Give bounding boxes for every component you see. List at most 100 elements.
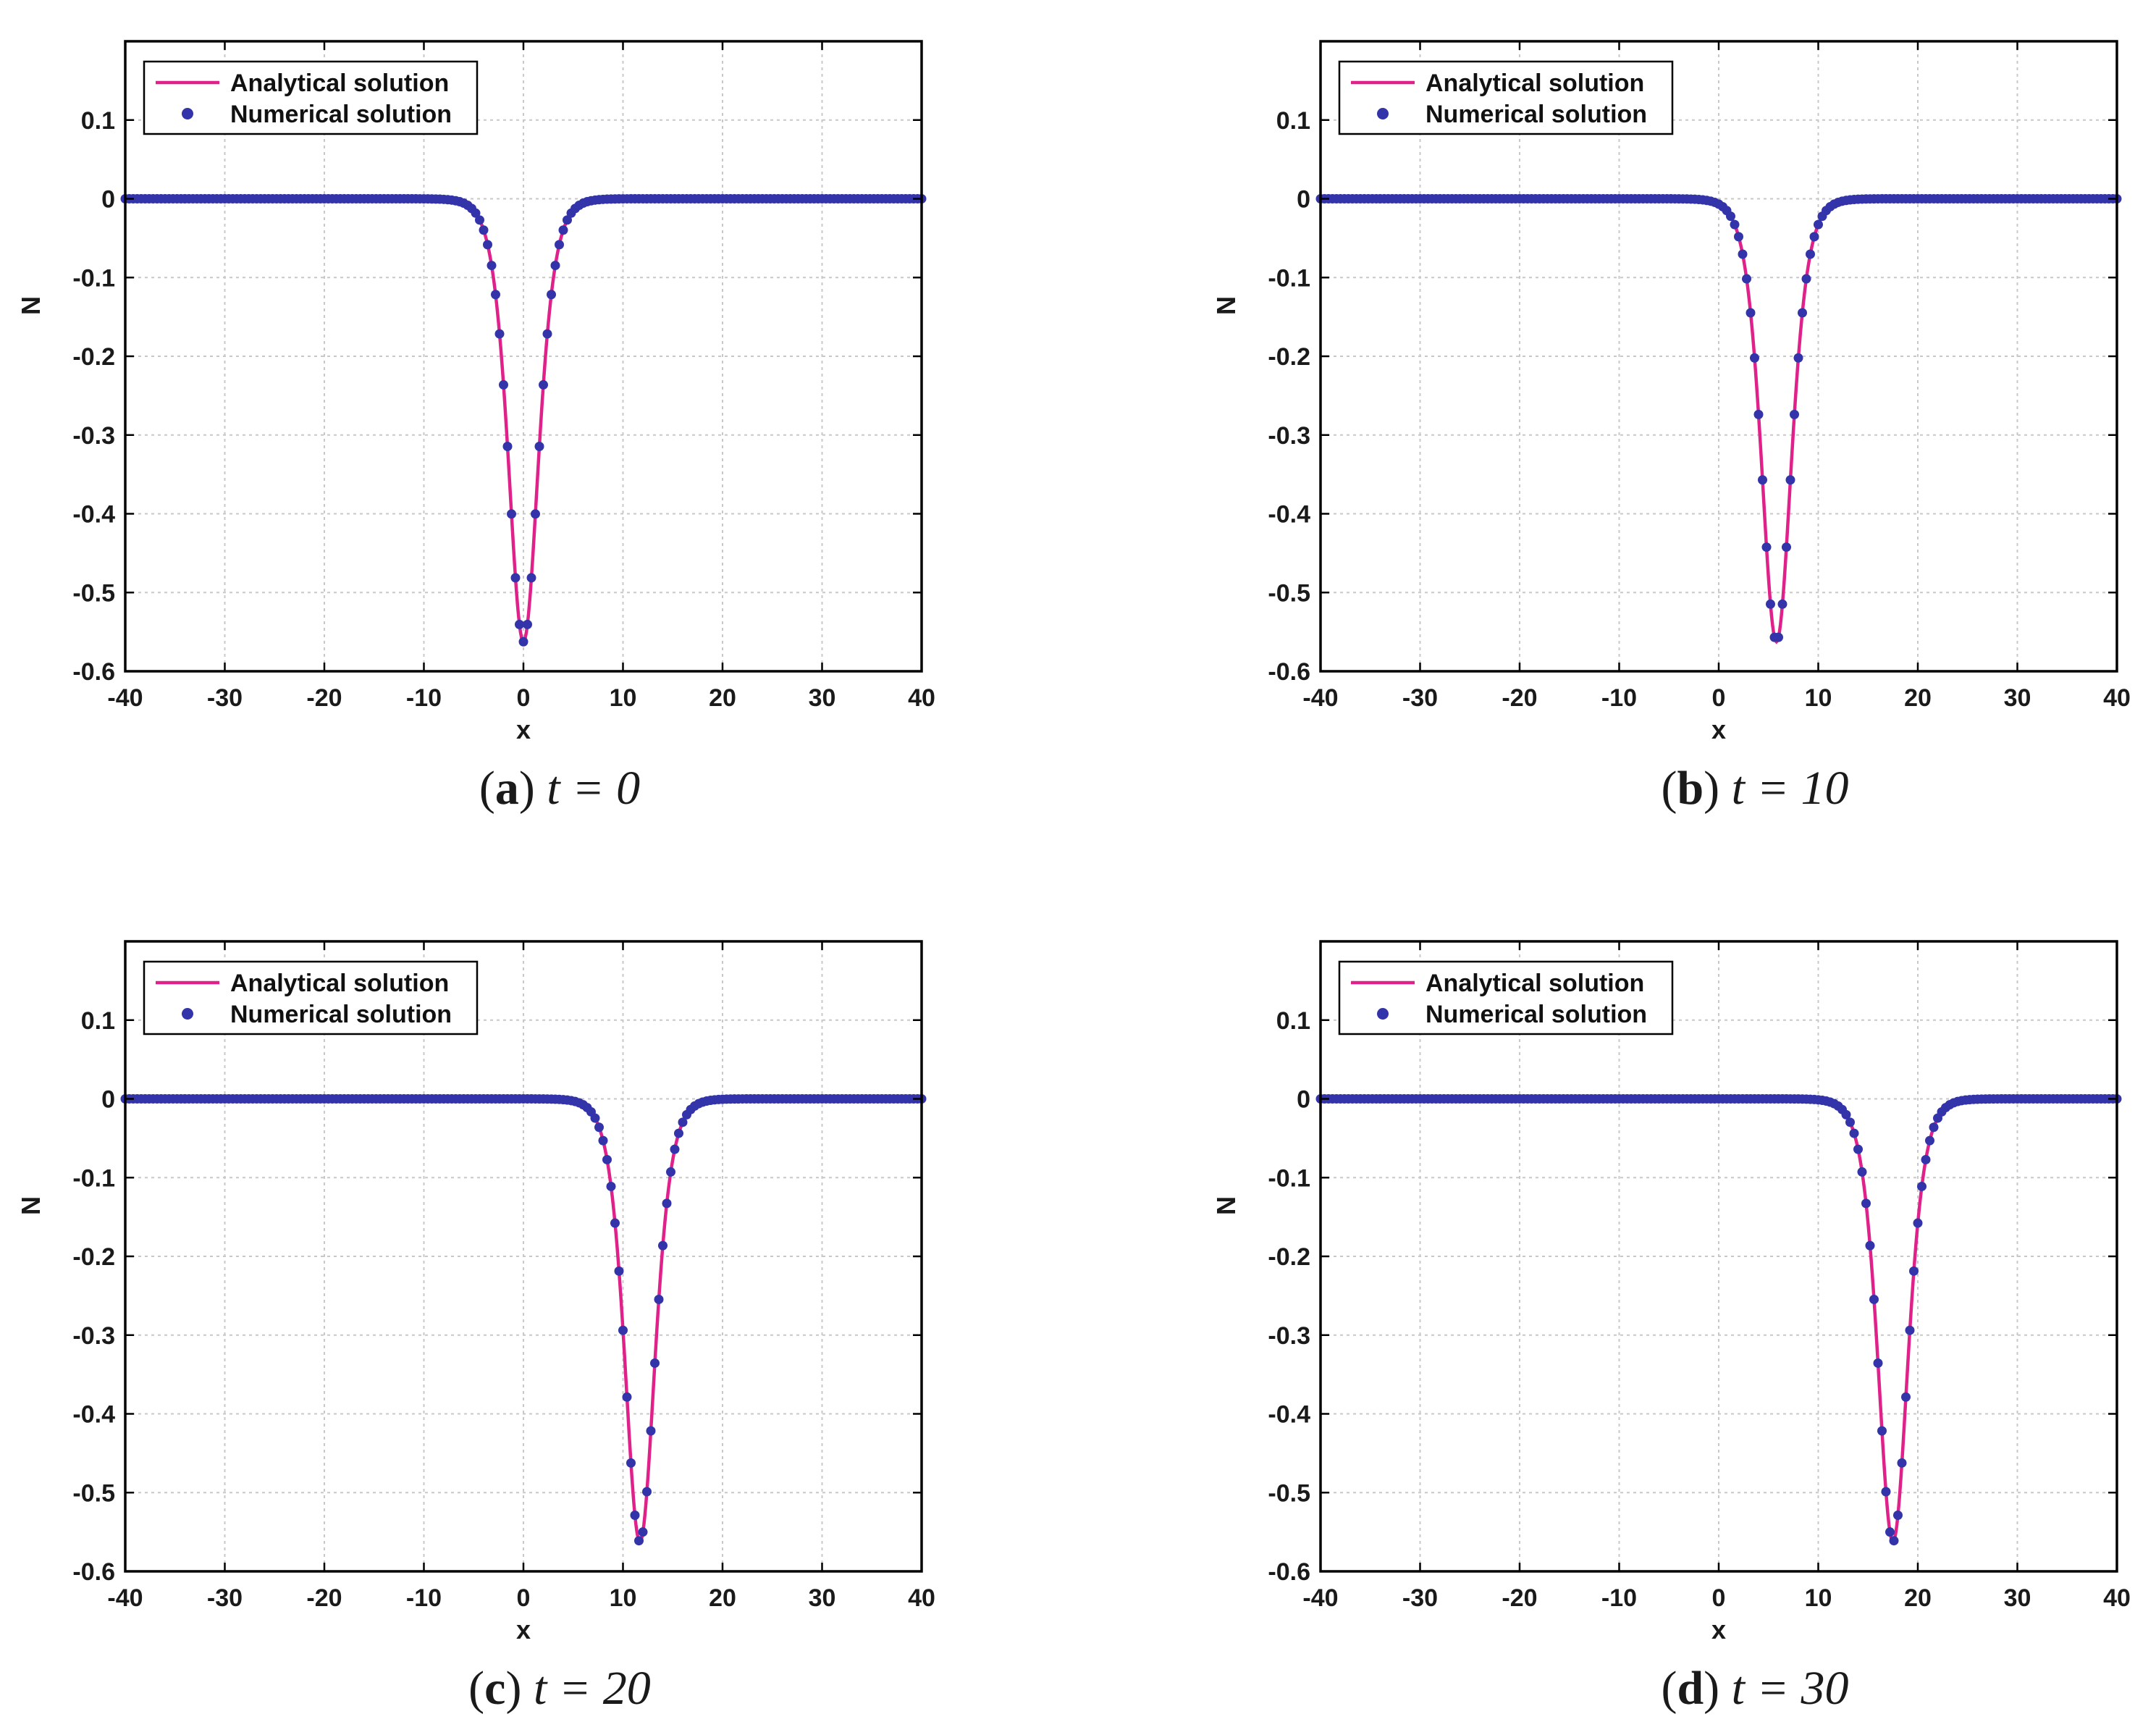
legend-box (1338, 60, 1674, 135)
numerical-point (1761, 542, 1772, 553)
legend-label: Numerical solution (1426, 101, 1647, 128)
caption-letter: b (1677, 762, 1704, 815)
numerical-solution-markers (1315, 1094, 2122, 1546)
caption-time: t = 10 (1732, 762, 1849, 815)
x-tick-label: 10 (610, 1584, 637, 1612)
y-tick-label: -0.3 (1268, 422, 1310, 450)
x-tick-label: -20 (306, 684, 342, 712)
panel-caption: (a) t = 0 (479, 762, 640, 815)
numerical-point (1921, 1154, 1931, 1164)
x-tick-label: 20 (1904, 1584, 1932, 1612)
caption-close-paren: ) (1704, 1662, 1731, 1715)
numerical-point (610, 1218, 620, 1228)
numerical-point (534, 441, 544, 451)
numerical-point (658, 1240, 668, 1251)
numerical-point (1758, 475, 1767, 485)
numerical-point (1869, 1294, 1879, 1304)
y-tick-label: -0.5 (72, 579, 115, 607)
legend-label: Analytical solution (1426, 70, 1644, 97)
numerical-point (550, 261, 560, 271)
caption-time: t = 0 (547, 762, 640, 815)
legend-label: Numerical solution (230, 1001, 452, 1028)
y-axis-label: N (1211, 296, 1241, 315)
numerical-point (1753, 409, 1764, 419)
y-tick-label: -0.6 (72, 658, 115, 686)
x-tick-label: 10 (1805, 1584, 1832, 1612)
numerical-point (1806, 249, 1815, 259)
x-tick-label: 0 (1712, 684, 1726, 712)
numerical-point (1885, 1527, 1895, 1537)
legend-box (143, 60, 479, 135)
caption-letter: a (495, 762, 519, 815)
numerical-point (542, 329, 552, 339)
chart-panel-c: -40 -30 -20 -10 0 10 20 30 40 0.1 0 -0.1 -0.2 -0.3 -0.… (16, 940, 935, 1715)
numerical-point (674, 1128, 683, 1138)
y-tick-label: -0.6 (72, 1558, 115, 1586)
numerical-point (479, 225, 489, 235)
numerical-point (1750, 353, 1759, 363)
numerical-point (618, 1325, 628, 1335)
numerical-point (507, 509, 516, 519)
numerical-point (1901, 1392, 1911, 1402)
legend-label: Analytical solution (230, 970, 449, 997)
numerical-point (547, 290, 556, 300)
y-tick-label: -0.4 (1268, 501, 1310, 529)
legend-label: Numerical solution (1426, 1001, 1647, 1028)
numerical-point (1889, 1536, 1899, 1546)
x-tick-label: 0 (1712, 1584, 1726, 1612)
numerical-point (630, 1511, 640, 1521)
x-tick-label: -30 (207, 1584, 243, 1612)
x-tick-label: 40 (908, 1584, 935, 1612)
numerical-point (590, 1113, 600, 1123)
numerical-point (1881, 1487, 1891, 1497)
caption-letter: c (484, 1662, 505, 1715)
numerical-point (518, 637, 529, 647)
numerical-point (1746, 308, 1756, 318)
caption-close-paren: ) (519, 762, 547, 815)
panel-caption: (b) t = 10 (1661, 762, 1848, 815)
numerical-point (1905, 1325, 1915, 1335)
numerical-point (1841, 1109, 1851, 1119)
legend-box (143, 960, 479, 1035)
x-tick-label: -30 (1402, 684, 1438, 712)
legend-marker-swatch (182, 1008, 193, 1020)
caption-close-paren: ) (1704, 762, 1731, 815)
numerical-point (1777, 599, 1787, 609)
numerical-point (1766, 599, 1775, 609)
numerical-point (626, 1458, 636, 1468)
caption-open-paren: ( (1661, 762, 1677, 815)
y-tick-label: -0.2 (1268, 1243, 1310, 1271)
numerical-point (487, 261, 497, 271)
legend: Analytical solution Numerical solution (143, 60, 479, 135)
numerical-point (1897, 1458, 1907, 1468)
numerical-point (502, 441, 513, 451)
numerical-point (1893, 1511, 1903, 1521)
numerical-point (1785, 475, 1795, 485)
numerical-point (594, 1122, 604, 1133)
numerical-point (531, 509, 540, 519)
numerical-point (602, 1154, 612, 1164)
numerical-point (475, 215, 484, 225)
numerical-point (523, 619, 532, 629)
panel-caption: (c) t = 20 (468, 1662, 651, 1715)
caption-letter: d (1677, 1662, 1704, 1715)
numerical-point (1793, 353, 1803, 363)
y-tick-label: 0.1 (1276, 107, 1310, 135)
x-tick-label: 10 (1805, 684, 1832, 712)
y-tick-label: -0.2 (72, 1243, 115, 1271)
numerical-point (634, 1536, 644, 1546)
legend-marker-swatch (182, 108, 193, 119)
y-tick-label: -0.6 (1268, 1558, 1310, 1586)
numerical-point (539, 379, 548, 390)
x-tick-label: 30 (809, 1584, 836, 1612)
panel-caption: (d) t = 30 (1661, 1662, 1848, 1715)
chart-panel-d: -40 -30 -20 -10 0 10 20 30 40 0.1 0 -0.1 -0.2 -0.3 -0.… (1211, 940, 2131, 1715)
y-tick-label: 0.1 (81, 1007, 115, 1035)
numerical-point (614, 1266, 624, 1276)
x-tick-label: -30 (207, 684, 243, 712)
numerical-point (598, 1135, 608, 1146)
numerical-point (471, 208, 481, 218)
x-tick-label: -40 (107, 1584, 143, 1612)
numerical-point (1730, 219, 1740, 230)
